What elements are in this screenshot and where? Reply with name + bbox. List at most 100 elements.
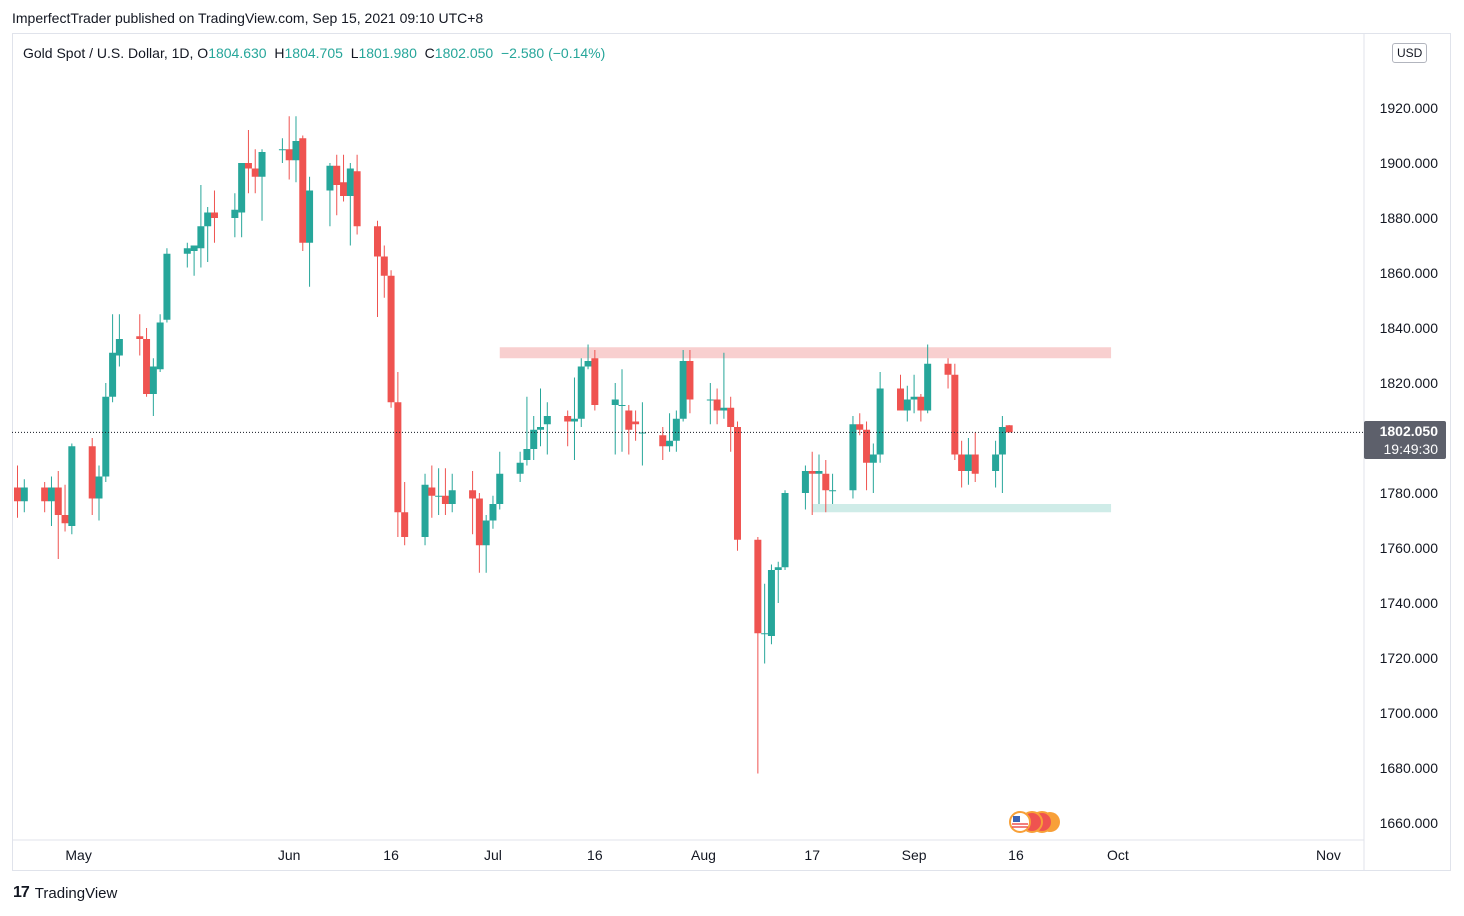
- candle-body: [299, 138, 307, 243]
- candle-body: [482, 520, 490, 546]
- candle: [897, 374, 904, 411]
- x-tick-label: 17: [804, 847, 820, 863]
- chart-frame: [12, 33, 1451, 871]
- candle-body: [68, 446, 76, 526]
- brand-name: TradingView: [34, 884, 118, 902]
- candle: [68, 443, 76, 535]
- candle-body: [61, 515, 69, 524]
- candle-body: [849, 424, 857, 491]
- candle: [530, 416, 538, 460]
- candle: [306, 176, 314, 287]
- candle: [326, 163, 334, 227]
- candle-body: [41, 487, 49, 502]
- candle: [435, 468, 443, 515]
- candle-body: [149, 366, 157, 394]
- candle: [625, 405, 633, 455]
- y-tick-label: 1780.000: [1380, 485, 1439, 501]
- candle-body: [713, 399, 721, 411]
- candle: [149, 358, 157, 416]
- candle: [204, 207, 212, 262]
- candle-body: [679, 361, 687, 419]
- candle: [903, 385, 911, 422]
- candle-body: [516, 462, 524, 474]
- candle-body: [115, 339, 123, 356]
- candle: [183, 242, 191, 268]
- candle-body: [353, 171, 361, 227]
- candle: [822, 460, 830, 513]
- candle-body: [808, 471, 816, 474]
- candle: [258, 149, 266, 221]
- candle: [998, 416, 1006, 493]
- candle-body: [537, 427, 545, 430]
- candle: [632, 410, 640, 441]
- candle: [285, 116, 293, 180]
- chart-legend: Gold Spot / U.S. Dollar, 1D, O1804.630 H…: [23, 45, 606, 61]
- candle: [333, 154, 341, 216]
- candle: [231, 193, 239, 238]
- candle-body: [421, 484, 429, 537]
- candle: [163, 248, 171, 323]
- candle-body: [394, 402, 402, 513]
- last-price-value: 1802.050: [1380, 423, 1439, 439]
- candle: [971, 432, 979, 482]
- candle: [115, 314, 123, 367]
- candle-body: [992, 454, 1000, 471]
- candle: [733, 421, 741, 551]
- currency-button[interactable]: USD: [1392, 43, 1428, 63]
- x-tick-label: Sep: [902, 847, 927, 863]
- candle: [210, 190, 218, 243]
- resistance-zone[interactable]: [499, 347, 1112, 359]
- candle: [808, 451, 816, 515]
- candle-body: [727, 407, 735, 427]
- price-scale: 1660.000 1680.000 1700.000 1720.000 1740.000…: [1380, 100, 1439, 831]
- candle-body: [489, 504, 497, 521]
- candle: [251, 149, 259, 194]
- support-zone[interactable]: [812, 504, 1112, 513]
- candle-body: [767, 570, 775, 636]
- candle-body: [944, 363, 952, 375]
- candle: [638, 402, 646, 466]
- candle-body: [448, 490, 456, 504]
- candle-body: [380, 256, 388, 276]
- y-tick-label: 1860.000: [1380, 265, 1439, 281]
- candle-body: [964, 454, 972, 471]
- footer-branding: 17 TradingView: [13, 884, 117, 902]
- candle-body: [706, 399, 714, 401]
- candle: [353, 154, 361, 235]
- candle-body: [632, 421, 640, 425]
- candle: [849, 416, 857, 499]
- zones-layer: [499, 347, 1112, 513]
- candle-body: [801, 471, 809, 493]
- y-tick-label: 1820.000: [1380, 375, 1439, 391]
- candle-body: [584, 361, 592, 367]
- candle: [944, 358, 952, 389]
- candle-body: [102, 396, 110, 477]
- candle: [761, 583, 769, 664]
- candle: [659, 427, 667, 460]
- candle: [47, 476, 55, 526]
- candle-body: [869, 454, 877, 463]
- candle-body: [163, 253, 171, 320]
- candle-body: [829, 490, 837, 492]
- candle-body: [326, 165, 334, 191]
- candle-body: [754, 539, 762, 634]
- candle: [394, 372, 402, 537]
- candle: [143, 328, 151, 397]
- candle-body: [210, 212, 218, 218]
- candle-body: [244, 163, 252, 169]
- candle-body: [897, 388, 904, 411]
- candle: [577, 358, 585, 427]
- candle: [387, 270, 395, 408]
- candle: [346, 163, 354, 246]
- candle: [88, 438, 96, 515]
- candle: [156, 314, 164, 372]
- candle-body: [733, 427, 741, 540]
- candle-body: [903, 399, 911, 411]
- y-tick-label: 1880.000: [1380, 210, 1439, 226]
- candle-body: [204, 212, 212, 227]
- candle: [496, 451, 504, 510]
- candle-body: [387, 275, 395, 403]
- candle: [136, 314, 144, 356]
- candle-body: [781, 493, 789, 568]
